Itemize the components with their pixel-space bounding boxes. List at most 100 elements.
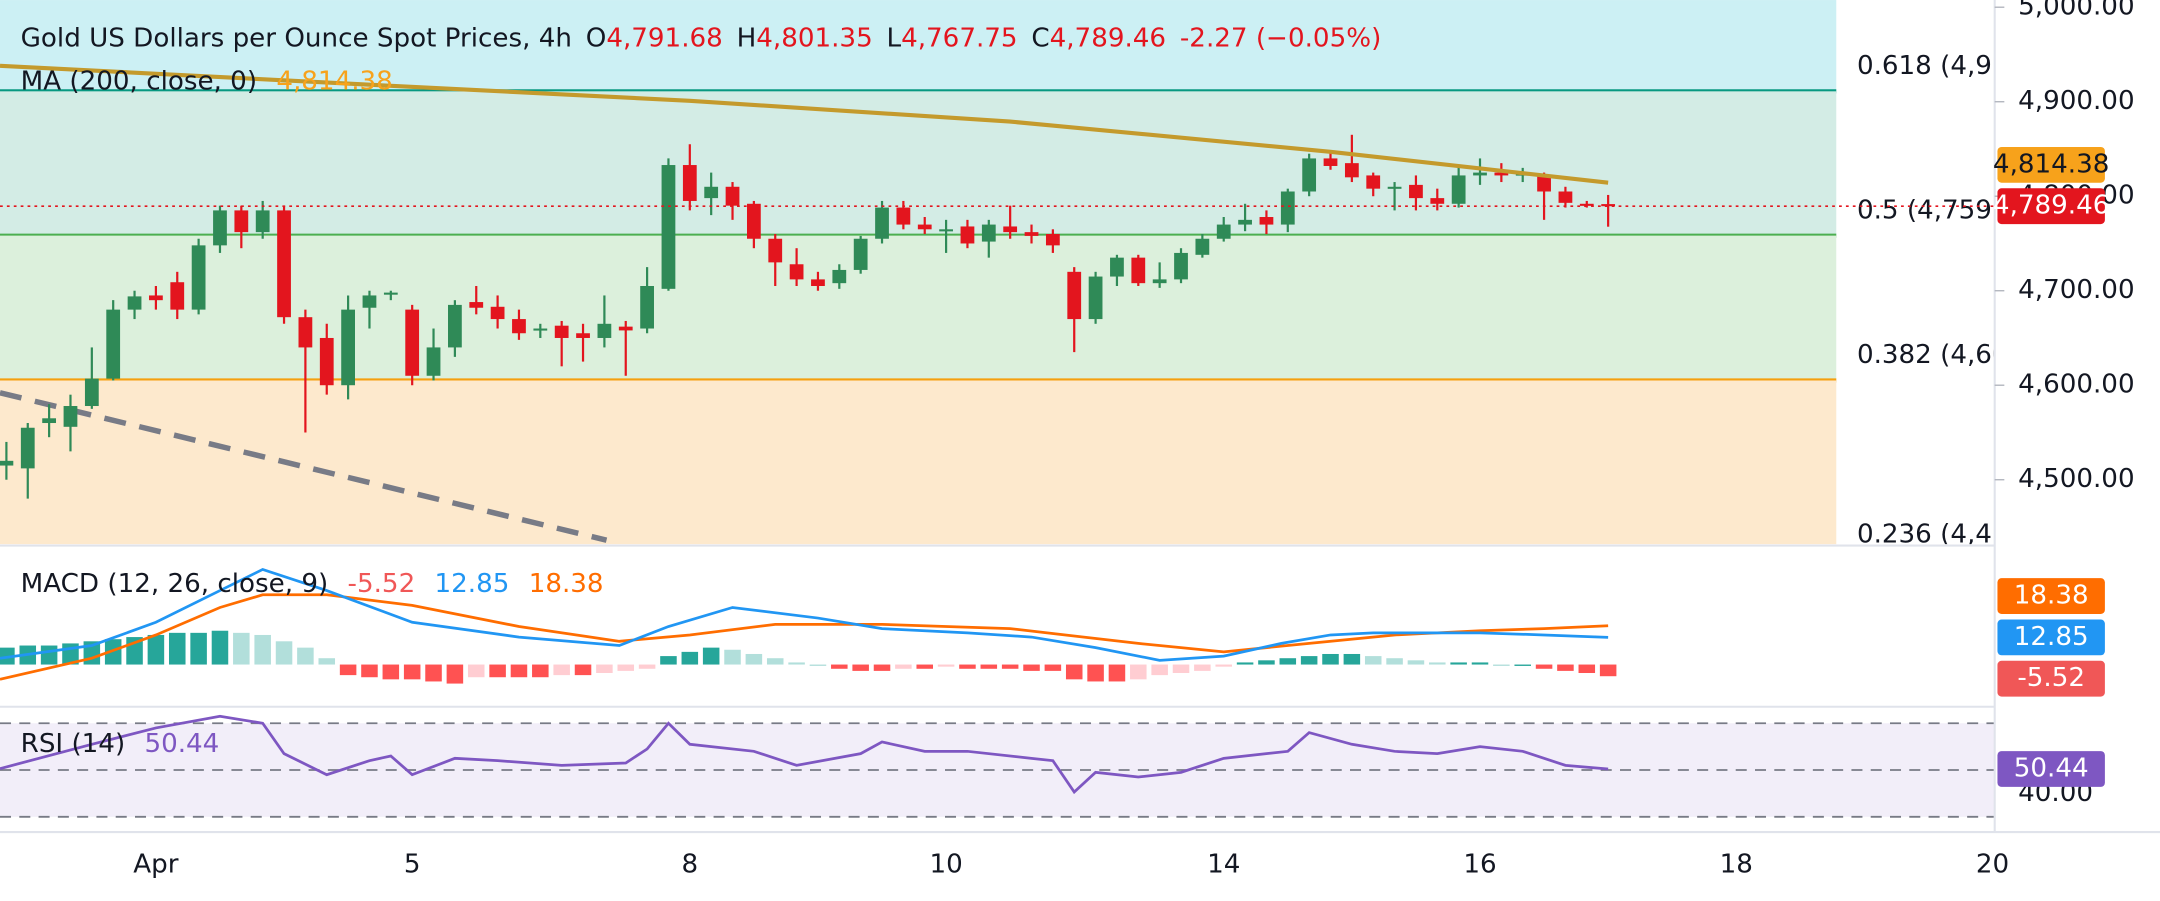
candle-body: [1131, 257, 1146, 284]
candle-body: [1045, 234, 1060, 246]
y-tick-label: 5,000.00: [2018, 0, 2134, 22]
rsi-legend: RSI (14) 50.44: [21, 728, 220, 758]
candle-body: [960, 226, 975, 244]
ma-name: MA (200, close, 0): [21, 66, 257, 96]
candle-body: [597, 323, 612, 338]
histogram-bar: [1599, 664, 1617, 677]
candle-body: [234, 210, 249, 233]
candle-body: [1430, 198, 1445, 204]
histogram-bar: [1450, 662, 1467, 665]
rsi-value: 50.44: [144, 728, 219, 758]
ma-legend: MA (200, close, 0) 4,814.38: [21, 66, 393, 96]
candle-body: [426, 347, 441, 376]
candle-body: [213, 210, 227, 246]
histogram-bar: [1087, 664, 1104, 682]
candle-body: [1003, 226, 1018, 233]
candle-body: [341, 309, 355, 386]
ma-price-box: [1997, 146, 2105, 183]
histogram-bar: [1300, 656, 1318, 665]
candle-body: [298, 317, 313, 348]
candle-body: [576, 333, 590, 338]
histogram-bar: [1151, 664, 1168, 676]
histogram-bar: [831, 664, 848, 669]
histogram-bar: [168, 632, 186, 665]
rsi-pane: [0, 714, 1995, 818]
histogram-bar: [382, 664, 400, 680]
histogram-bar: [574, 664, 592, 676]
candle-body: [277, 210, 291, 318]
histogram-bar: [895, 664, 912, 669]
ma-price-label: 4,814.38: [1993, 149, 2109, 179]
ohlc-value: 4,767.75: [901, 23, 1017, 53]
histogram-bar: [275, 641, 293, 665]
candle-body: [917, 224, 932, 230]
candle-body: [63, 406, 78, 427]
histogram-bar: [1578, 664, 1596, 674]
candle-body: [1537, 175, 1551, 192]
candle-body: [853, 238, 868, 270]
macd-box: [1997, 619, 2105, 656]
candle-body: [939, 229, 953, 232]
histogram-bar: [1023, 664, 1040, 671]
candle-body: [1323, 158, 1338, 166]
candle-body: [1344, 163, 1359, 178]
candle-body: [789, 264, 804, 280]
last-price-label: 4,789.46: [1993, 191, 2109, 221]
histogram-bar: [1194, 664, 1211, 671]
macd-label: 12.85: [2014, 622, 2089, 652]
y-tick-label: 4,900.00: [2018, 86, 2134, 116]
histogram-box: [1997, 660, 2105, 697]
histogram-bar: [40, 645, 58, 665]
candle-body: [191, 245, 206, 310]
x-tick-label: 8: [681, 850, 698, 880]
candle-body: [20, 427, 35, 469]
ohlc-key: H: [737, 23, 757, 53]
histogram-bar: [211, 630, 229, 665]
histogram-bar: [1215, 664, 1232, 667]
last-price-box: [1997, 188, 2105, 225]
histogram-bar: [1557, 664, 1574, 671]
ohlc-key: L: [887, 23, 902, 53]
candle-body: [1152, 279, 1167, 284]
macd-name: MACD (12, 26, close, 9): [21, 569, 329, 599]
header: Gold US Dollars per Ounce Spot Prices, 4…: [21, 23, 1382, 53]
candle-body: [1195, 238, 1210, 255]
histogram-bar: [788, 662, 805, 665]
candle-body: [42, 418, 57, 424]
histogram-bar: [873, 664, 891, 671]
candle-body: [1473, 172, 1487, 176]
histogram-bar: [660, 656, 677, 665]
histogram-bar: [1514, 664, 1531, 666]
histogram-bar: [446, 664, 464, 684]
candle-body: [0, 460, 14, 466]
macd-pane: [0, 567, 1617, 684]
candle-body: [1579, 203, 1594, 206]
fib-label: 0.5 (4,759.: [1857, 195, 2000, 225]
histogram-bar: [1429, 662, 1446, 665]
x-tick-label: Apr: [133, 850, 178, 880]
histogram-bar: [254, 634, 271, 665]
rsi-label: 50.44: [2014, 753, 2089, 783]
histogram-bar: [724, 649, 741, 665]
y-tick-label: 4,500.00: [2018, 464, 2134, 494]
fib-zone: [0, 380, 1837, 545]
histogram-bar: [339, 664, 357, 676]
ma-value: 4,814.38: [276, 66, 392, 96]
title: Gold US Dollars per Ounce Spot Prices, 4…: [21, 23, 572, 53]
candle-body: [469, 302, 484, 308]
histogram-bar: [1471, 662, 1489, 665]
y-tick-label: 4,700.00: [2018, 275, 2134, 305]
histogram-bar: [297, 647, 314, 665]
histogram-bar: [1386, 658, 1403, 665]
histogram-bar: [1493, 664, 1510, 666]
histogram-bar: [1407, 660, 1425, 665]
candle-body: [490, 306, 505, 320]
histogram-bar: [1130, 664, 1147, 680]
candle-body: [383, 292, 398, 295]
histogram-bar: [681, 651, 699, 665]
candle-body: [1174, 252, 1188, 280]
candle-body: [875, 207, 889, 239]
histogram-label: -5.52: [2017, 663, 2085, 693]
ohlc-value: 4,789.46: [1050, 23, 1166, 53]
